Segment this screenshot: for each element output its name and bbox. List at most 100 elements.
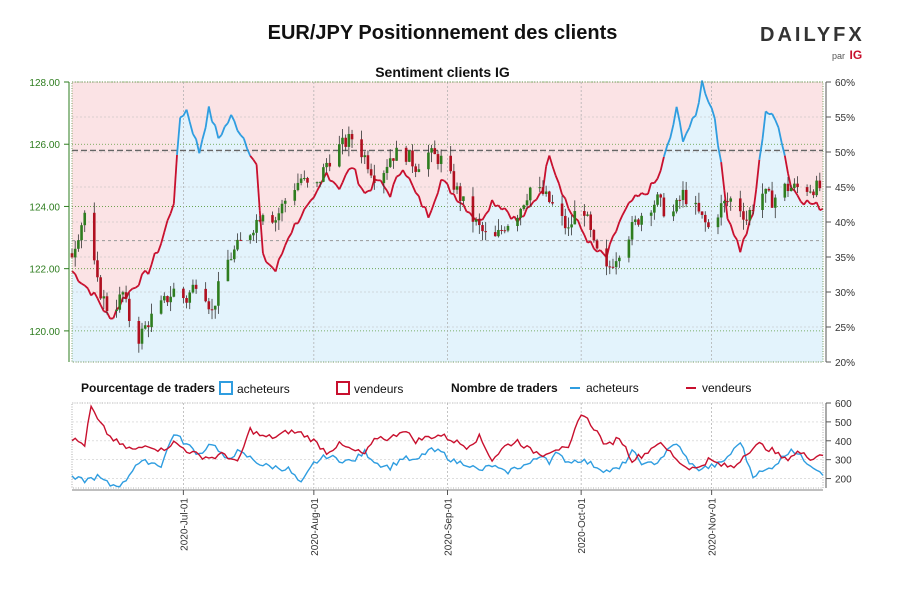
- candle-body: [583, 211, 586, 216]
- candle-body: [102, 296, 106, 299]
- candle-body: [373, 175, 376, 184]
- sentiment-line-segment: [577, 220, 582, 230]
- sentiment-line-segment: [172, 154, 178, 204]
- sentiment-line-segment: [685, 127, 691, 135]
- sentiment-line-segment: [77, 280, 83, 285]
- candle-body: [786, 183, 790, 192]
- candle-body: [738, 198, 742, 212]
- candle-body: [232, 249, 236, 260]
- sentiment-line-segment: [806, 199, 811, 205]
- candle-body: [433, 148, 437, 155]
- candle-body: [570, 224, 573, 228]
- candle-body: [719, 203, 723, 218]
- sentiment-line-segment: [417, 195, 423, 208]
- sentiment-line-segment: [529, 201, 535, 207]
- x-tick-label: 2020-Sep-01: [444, 498, 455, 556]
- candle-body: [703, 214, 707, 223]
- candle-body: [783, 183, 787, 198]
- sentiment-line-segment: [233, 120, 239, 131]
- sentiment-line-segment: [634, 194, 639, 198]
- sentiment-line-segment: [198, 139, 204, 154]
- sentiment-line-segment: [364, 190, 369, 195]
- candle-body: [105, 296, 109, 312]
- candle-body: [303, 177, 306, 179]
- sentiment-line-segment: [656, 170, 662, 180]
- sentiment-line-segment: [628, 199, 633, 204]
- candle-body: [293, 190, 297, 201]
- sentiment-line-segment: [755, 159, 761, 190]
- sentiment-line-segment: [424, 206, 430, 219]
- candle-body: [115, 309, 118, 312]
- candle-body: [716, 217, 720, 228]
- sentiment-line-segment: [507, 211, 512, 220]
- candle-body: [344, 137, 347, 147]
- candle-body: [248, 235, 252, 241]
- sentiment-line-segment: [765, 110, 770, 115]
- sentiment-line-segment: [694, 102, 700, 116]
- sentiment-line-segment: [96, 297, 102, 306]
- sentiment-line-segment: [411, 184, 417, 194]
- sentiment-line-segment: [707, 101, 713, 109]
- candle-body: [497, 229, 500, 237]
- candle-body: [614, 261, 618, 268]
- dailyfx-logo: DAILYFX par IG: [760, 24, 870, 62]
- sentiment-line-segment: [290, 223, 296, 234]
- candle-body: [169, 296, 172, 303]
- sentiment-line-segment: [771, 113, 777, 121]
- sentiment-line-segment: [160, 231, 166, 244]
- candle-body: [745, 219, 748, 221]
- candle-body: [726, 201, 729, 203]
- sentiment-line-segment: [593, 247, 598, 253]
- candle-body: [522, 205, 526, 209]
- candle-body: [159, 300, 163, 314]
- candle-body: [347, 134, 351, 147]
- sentiment-line-segment: [137, 274, 143, 286]
- sentiment-line-segment: [554, 175, 560, 184]
- sentiment-line-segment: [774, 119, 780, 128]
- sentiment-line-segment: [224, 122, 229, 128]
- sellers-count-line: [71, 404, 824, 471]
- sentiment-line-segment: [446, 183, 452, 194]
- sentiment-line-segment: [663, 145, 668, 158]
- candle-body: [363, 155, 367, 158]
- legend-count-sellers: vendeurs: [686, 381, 751, 395]
- sentiment-line-segment: [440, 178, 445, 182]
- candle-body: [137, 321, 141, 344]
- candle-body: [484, 231, 487, 233]
- sentiment-line-segment: [220, 126, 226, 136]
- candle-body: [818, 180, 822, 189]
- candle-body: [392, 158, 395, 161]
- sentiment-line-segment: [415, 192, 420, 197]
- sentiment-line-segment: [214, 125, 220, 139]
- sentiment-line-segment: [675, 106, 681, 123]
- candle-body: [182, 288, 185, 299]
- sentiment-line-segment: [249, 155, 255, 161]
- x-tick-label: 2020-Oct-01: [577, 498, 588, 554]
- candle-body: [630, 221, 634, 240]
- sentiment-line-segment: [81, 282, 86, 287]
- candle-body: [458, 186, 462, 202]
- sentiment-line-segment: [523, 207, 528, 217]
- sentiment-line-segment: [332, 180, 337, 186]
- sentiment-line-segment: [265, 261, 270, 266]
- candle-body: [805, 187, 809, 192]
- sentiment-line-segment: [535, 193, 541, 200]
- candle-body: [395, 147, 398, 161]
- candle-body: [812, 191, 815, 196]
- sentiment-line-segment: [484, 209, 490, 215]
- sentiment-line-segment: [389, 184, 395, 198]
- sentiment-line-segment: [580, 228, 586, 236]
- sentiment-line-segment: [641, 192, 646, 196]
- sentiment-line-segment: [281, 244, 287, 255]
- sentiment-line-segment: [325, 172, 331, 181]
- sentiment-line-segment: [303, 204, 309, 210]
- candle-body: [92, 212, 96, 261]
- sentiment-line-segment: [501, 207, 506, 211]
- sentiment-line-segment: [252, 159, 258, 165]
- candle-body: [656, 194, 659, 205]
- sentiment-line-segment: [93, 291, 99, 299]
- candle-body: [764, 188, 768, 194]
- candle-body: [503, 230, 507, 232]
- candle-body: [408, 150, 411, 162]
- candle-body: [217, 281, 220, 306]
